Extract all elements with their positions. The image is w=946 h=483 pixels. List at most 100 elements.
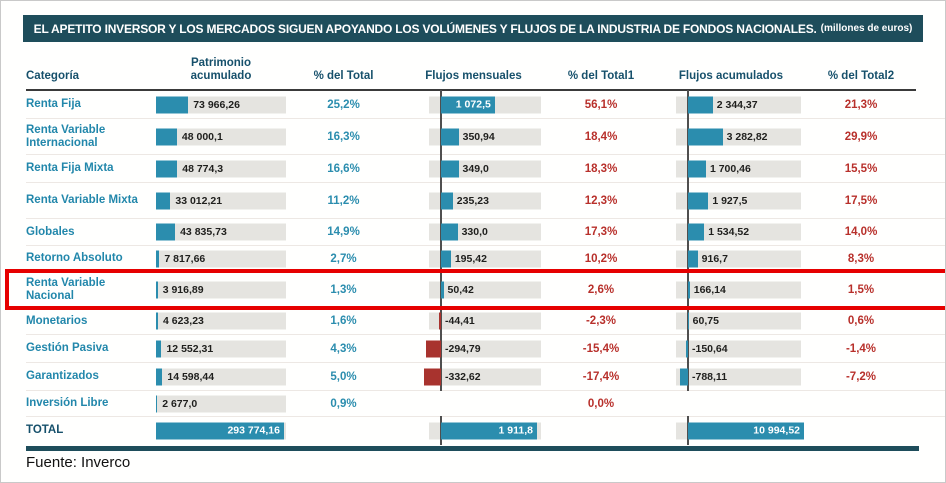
pct-total2-cell: 15,5% xyxy=(844,162,878,175)
flujos-mensuales-cell: 1 911,8 xyxy=(401,416,546,445)
pct-total1-cell xyxy=(546,417,656,444)
value-label: 349,0 xyxy=(462,162,489,175)
patrimonio-cell: 48 774,3 xyxy=(156,155,286,182)
pct-total2-cell xyxy=(806,391,916,416)
pct-total1-cell: 10,2% xyxy=(584,252,618,265)
bar-track xyxy=(429,312,541,330)
category-label: Retorno Absoluto xyxy=(26,252,123,264)
flujos-acumulados-cell: -788,11 xyxy=(656,362,806,391)
flujos-acumulados-cell: 10 994,52 xyxy=(656,416,806,445)
title-unit-label: (millones de euros) xyxy=(820,23,913,34)
table-header-row: Categoría Patrimonio acumulado % del Tot… xyxy=(26,51,945,89)
bar-track xyxy=(429,368,541,385)
bar-track xyxy=(676,340,801,357)
value-label: 12 552,31 xyxy=(166,342,214,355)
pct-total-cell: 5,0% xyxy=(330,370,357,383)
flujos-acumulados-bar: 10 994,52 xyxy=(688,422,804,439)
flujos-acumulados-bar xyxy=(688,192,709,209)
patrimonio-cell: 14 598,44 xyxy=(156,363,286,390)
axis-line xyxy=(687,334,689,363)
header-pct-total1: % del Total1 xyxy=(567,70,635,82)
pct-total-cell: 4,3% xyxy=(330,342,357,355)
category-label: TOTAL xyxy=(26,424,64,436)
pct-total-cell: 14,9% xyxy=(327,226,360,238)
pct-total-cell xyxy=(286,417,401,444)
table-row: Globales 43 835,73 14,9% 330,0 17,3% 1 5… xyxy=(26,218,945,246)
header-patrimonio-label: Patrimonio acumulado xyxy=(190,57,252,82)
patrimonio-bar xyxy=(156,96,189,113)
pct-total-cell: 16,6% xyxy=(327,162,360,175)
flujos-mensuales-cell: -332,62 xyxy=(401,362,546,391)
flujos-acumulados-cell: 166,14 xyxy=(656,271,806,308)
flujos-mensuales-cell: -294,79 xyxy=(401,334,546,363)
flujos-mensuales-bar xyxy=(441,223,458,241)
pct-total-cell: 0,9% xyxy=(330,397,357,410)
category-cell: Garantizados xyxy=(26,363,156,390)
bar-track xyxy=(156,340,286,357)
value-label: 916,7 xyxy=(701,252,728,265)
flujos-acumulados-bar xyxy=(688,128,723,145)
flujos-mensuales-cell xyxy=(401,391,546,416)
patrimonio-cell: 73 966,26 xyxy=(156,91,286,118)
value-label: 7 817,66 xyxy=(164,252,206,265)
bar-track xyxy=(156,96,286,113)
value-label: 50,42 xyxy=(447,283,474,296)
flujos-acumulados-cell: 60,75 xyxy=(656,307,806,335)
bar-track xyxy=(429,250,541,267)
patrimonio-bar xyxy=(156,250,160,267)
table-row: Monetarios 4 623,23 1,6% -44,41 -2,3% 60… xyxy=(26,307,945,335)
value-label: 3 916,89 xyxy=(162,283,204,296)
header-patrimonio-acumulado: Patrimonio acumulado xyxy=(156,57,286,83)
value-label: 350,94 xyxy=(462,130,495,143)
patrimonio-cell: 43 835,73 xyxy=(156,219,286,245)
pct-total2-cell: 0,6% xyxy=(847,315,875,327)
page-title: EL APETITO INVERSOR Y LOS MERCADOS SIGUE… xyxy=(33,21,817,36)
category-cell: Monetarios xyxy=(26,308,156,334)
pct-total2-cell: 1,5% xyxy=(847,283,875,296)
patrimonio-bar xyxy=(156,340,162,357)
axis-line xyxy=(687,362,689,391)
bar-track xyxy=(429,192,541,209)
patrimonio-cell: 3 916,89 xyxy=(156,272,286,307)
value-label: 10 994,52 xyxy=(753,424,800,437)
pct-total1-cell: 56,1% xyxy=(584,98,618,111)
patrimonio-cell: 7 817,66 xyxy=(156,246,286,271)
pct-total-cell: 11,2% xyxy=(327,194,360,207)
value-label: 1 911,8 xyxy=(498,424,533,437)
bar-track xyxy=(156,160,286,177)
pct-total2-cell xyxy=(806,417,916,444)
value-label: 2 344,37 xyxy=(716,98,758,111)
flujos-mensuales-bar xyxy=(441,281,444,298)
pct-total1-cell: -2,3% xyxy=(585,315,617,327)
bar-track xyxy=(676,312,801,330)
flujos-mensuales-bar xyxy=(424,368,441,385)
value-label: 1 927,5 xyxy=(712,194,748,207)
pct-total1-cell: 2,6% xyxy=(587,283,615,296)
flujos-acumulados-cell: -150,64 xyxy=(656,334,806,363)
category-label: Renta Fija Mixta xyxy=(26,162,114,174)
category-cell: Retorno Absoluto xyxy=(26,246,156,271)
value-label: 48 774,3 xyxy=(182,162,224,175)
axis-line xyxy=(440,334,442,363)
bar-track xyxy=(156,223,286,241)
flujos-mensuales-cell: 350,94 xyxy=(401,118,546,155)
table-body: Renta Fija 73 966,26 25,2% 1 072,5 56,1%… xyxy=(5,90,945,445)
header-divider xyxy=(26,89,916,91)
value-label: 33 012,21 xyxy=(175,194,223,207)
category-label: Gestión Pasiva xyxy=(26,342,109,354)
flujos-acumulados-cell: 1 700,46 xyxy=(656,154,806,183)
pct-total1-cell: 17,3% xyxy=(584,226,618,238)
patrimonio-cell: 2 677,0 xyxy=(156,391,286,416)
patrimonio-cell: 293 774,16 xyxy=(156,417,286,444)
bar-track xyxy=(156,395,286,412)
category-label: Garantizados xyxy=(26,370,99,382)
patrimonio-bar xyxy=(156,223,176,241)
value-label: 48 000,1 xyxy=(181,130,223,143)
bar-track xyxy=(429,281,541,298)
value-label: 235,23 xyxy=(456,194,489,207)
category-label: Renta Variable Nacional xyxy=(26,276,106,302)
flujos-mensuales-cell: -44,41 xyxy=(401,307,546,335)
bar-track xyxy=(676,281,801,298)
category-cell: Renta Fija xyxy=(26,91,156,118)
table-row: Garantizados 14 598,44 5,0% -332,62 -17,… xyxy=(26,362,945,391)
